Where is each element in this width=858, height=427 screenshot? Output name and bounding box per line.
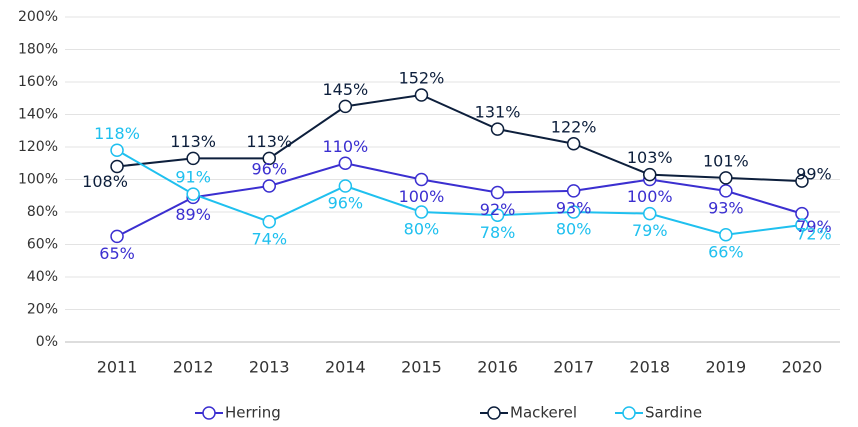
legend-marker [202, 406, 216, 420]
point-marker [414, 88, 429, 102]
data-label: 66% [708, 242, 744, 261]
data-label: 65% [99, 244, 135, 263]
y-tick-label: 140% [18, 107, 58, 123]
data-label: 80% [404, 220, 440, 239]
x-tick-label: 2014 [325, 358, 366, 377]
data-label: 108% [82, 172, 128, 191]
x-tick-label: 2020 [782, 358, 823, 377]
y-tick-label: 60% [27, 237, 58, 253]
point-marker [566, 184, 581, 198]
y-tick-label: 200% [18, 9, 58, 25]
data-label: 80% [556, 220, 592, 239]
point-marker [490, 122, 505, 136]
y-tick-label: 80% [27, 204, 58, 220]
data-label: 96% [251, 160, 287, 179]
data-label: 152% [399, 69, 445, 88]
data-label: 103% [627, 148, 673, 167]
series-line [116, 93, 802, 183]
x-tick-label: 2011 [97, 358, 138, 377]
point-marker [490, 185, 505, 200]
y-tick-label: 120% [18, 139, 58, 155]
data-label: 113% [246, 132, 292, 151]
point-marker [338, 179, 353, 193]
x-tick-label: 2018 [629, 358, 670, 377]
x-tick-label: 2015 [401, 358, 442, 377]
data-label: 100% [627, 187, 673, 206]
y-tick-label: 180% [18, 42, 58, 58]
point-marker [795, 218, 809, 232]
x-tick-label: 2016 [477, 358, 518, 377]
data-label: 79% [632, 221, 668, 240]
legend-marker [487, 406, 501, 420]
data-label: 96% [328, 194, 364, 213]
data-label: 110% [322, 137, 368, 156]
data-label: 122% [551, 117, 597, 136]
point-marker [490, 208, 505, 222]
legend-marker [622, 406, 636, 420]
point-marker [110, 159, 124, 174]
point-marker [262, 151, 276, 166]
point-marker [643, 167, 657, 182]
data-label: 79% [796, 217, 832, 236]
point-marker [262, 179, 276, 193]
point-marker [110, 143, 124, 157]
data-label: 131% [475, 103, 521, 122]
x-tick-label: 2012 [173, 358, 214, 377]
x-tick-label: 2017 [553, 358, 594, 377]
data-label: 113% [170, 132, 216, 151]
point-marker [566, 205, 581, 219]
point-marker [643, 206, 657, 221]
legend-label: Herring [225, 404, 281, 422]
data-label: 118% [94, 124, 140, 143]
point-marker [719, 228, 733, 242]
data-label: 91% [175, 168, 211, 187]
data-label: 78% [480, 223, 516, 242]
data-label: 72% [796, 225, 832, 244]
data-label: 93% [708, 198, 744, 217]
legend-label: Mackerel [510, 404, 577, 422]
point-marker [186, 151, 200, 166]
series-line [116, 149, 803, 236]
point-marker [186, 187, 200, 201]
y-tick-label: 0% [36, 334, 58, 350]
data-label: 93% [556, 198, 592, 217]
data-label: 74% [251, 229, 287, 248]
point-marker [262, 215, 276, 229]
point-marker [110, 229, 124, 244]
point-marker [414, 172, 429, 187]
series-line [116, 162, 803, 238]
point-marker [338, 99, 353, 114]
y-tick-label: 20% [27, 302, 58, 318]
x-tick-label: 2019 [705, 358, 746, 377]
data-label: 100% [399, 187, 445, 206]
point-marker [566, 137, 581, 151]
point-marker [795, 174, 809, 188]
point-marker [338, 156, 353, 170]
x-tick-label: 2013 [249, 358, 290, 377]
point-marker [719, 171, 733, 185]
point-marker [719, 184, 733, 198]
y-tick-label: 100% [18, 172, 58, 188]
data-label: 145% [322, 80, 368, 99]
y-tick-label: 160% [18, 74, 58, 90]
data-label: 89% [175, 205, 211, 224]
point-marker [414, 205, 429, 219]
legend-label: Sardine [645, 404, 702, 422]
y-tick-label: 40% [27, 269, 58, 285]
data-label: 92% [480, 200, 516, 219]
data-label: 99% [796, 165, 832, 184]
data-label: 101% [703, 151, 749, 170]
